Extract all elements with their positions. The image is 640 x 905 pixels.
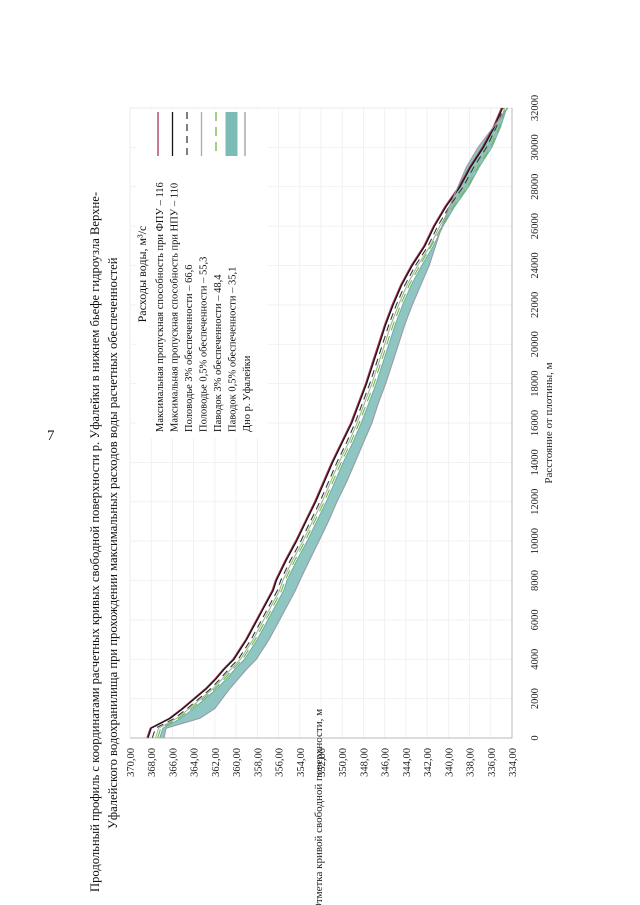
series-line-6	[159, 107, 508, 739]
series-line-7	[163, 107, 509, 739]
legend-swatch	[225, 112, 238, 156]
y-tick-label: 334,00	[508, 748, 519, 777]
y-tick-label: 350,00	[338, 748, 349, 777]
y-tick-label: 346,00	[381, 748, 392, 777]
page-number: 7	[47, 428, 55, 444]
x-tick-label: 32000	[530, 95, 541, 121]
x-tick-label: 10000	[530, 528, 541, 554]
series-line-4	[154, 107, 506, 739]
y-tick-label: 366,00	[168, 748, 179, 777]
y-tick-label: 356,00	[275, 748, 286, 777]
x-tick-label: 30000	[530, 134, 541, 160]
y-tick-label: 338,00	[466, 748, 477, 777]
legend: Расходы воды, м³/с Максимальная пропускна…	[135, 110, 268, 438]
x-tick-label: 14000	[530, 449, 541, 475]
y-tick-label: 354,00	[296, 748, 307, 777]
x-tick-label: 0	[530, 735, 541, 740]
series-line-1	[146, 107, 502, 739]
y-tick-label: 364,00	[190, 748, 201, 777]
y-axis-title: Отметка кривой свободной поверхности, м	[313, 709, 325, 905]
y-tick-label: 336,00	[487, 748, 498, 777]
legend-label: Максимальная пропускная способность при …	[155, 182, 166, 432]
x-tick-label: 26000	[530, 213, 541, 239]
x-tick-label: 2000	[530, 688, 541, 709]
legend-label: Паводок 3% обеспеченности – 48,4	[213, 274, 224, 432]
x-tick-label: 6000	[530, 609, 541, 630]
y-tick-label: 340,00	[444, 748, 455, 777]
y-tick-label: 352,00	[317, 748, 328, 777]
y-tick-label: 368,00	[147, 748, 158, 777]
y-tick-label: 360,00	[232, 748, 243, 777]
legend-box	[136, 110, 268, 438]
x-tick-label: 12000	[530, 489, 541, 515]
x-tick-labels: 0 2000 4000 6000 8000 10000 12000 14000 16000 180…	[530, 95, 555, 741]
x-axis-title: Расстояние от плотины, м	[543, 362, 555, 483]
series-lines	[146, 107, 509, 739]
series-line-2	[147, 107, 504, 739]
y-tick-label: 342,00	[423, 748, 434, 777]
y-tick-label: 370,00	[126, 748, 137, 777]
legend-title: Расходы воды, м³/с	[135, 226, 149, 323]
x-tick-label: 8000	[530, 570, 541, 591]
x-tick-label: 20000	[530, 331, 541, 357]
x-tick-label: 4000	[530, 649, 541, 670]
flow-band	[159, 108, 508, 738]
y-tick-label: 358,00	[253, 748, 264, 777]
legend-label: Половодье 3% обеспеченности – 66,6	[184, 264, 195, 432]
x-tick-label: 18000	[530, 371, 541, 397]
x-tick-label: 22000	[530, 292, 541, 318]
axes	[130, 108, 513, 739]
x-tick-label: 28000	[530, 174, 541, 200]
y-tick-label: 348,00	[359, 748, 370, 777]
series-line-3	[151, 107, 505, 739]
legend-label: Половодье 0,5% обеспеченности – 55,3	[199, 257, 210, 432]
y-tick-label: 344,00	[402, 748, 413, 777]
legend-label: Паводок 0,5% обеспеченности – 35,1	[228, 267, 239, 432]
x-tick-label: 16000	[530, 410, 541, 436]
legend-label: Максимальная пропускная способность при …	[170, 183, 181, 432]
x-tick-label: 24000	[530, 252, 541, 278]
y-tick-label: 362,00	[211, 748, 222, 777]
legend-label: Дно р. Уфалейки	[242, 355, 253, 432]
y-tick-labels: 334,00 336,00 338,00 340,00 342,00 344,00 346,…	[126, 709, 519, 905]
flow-band-area	[159, 108, 508, 738]
